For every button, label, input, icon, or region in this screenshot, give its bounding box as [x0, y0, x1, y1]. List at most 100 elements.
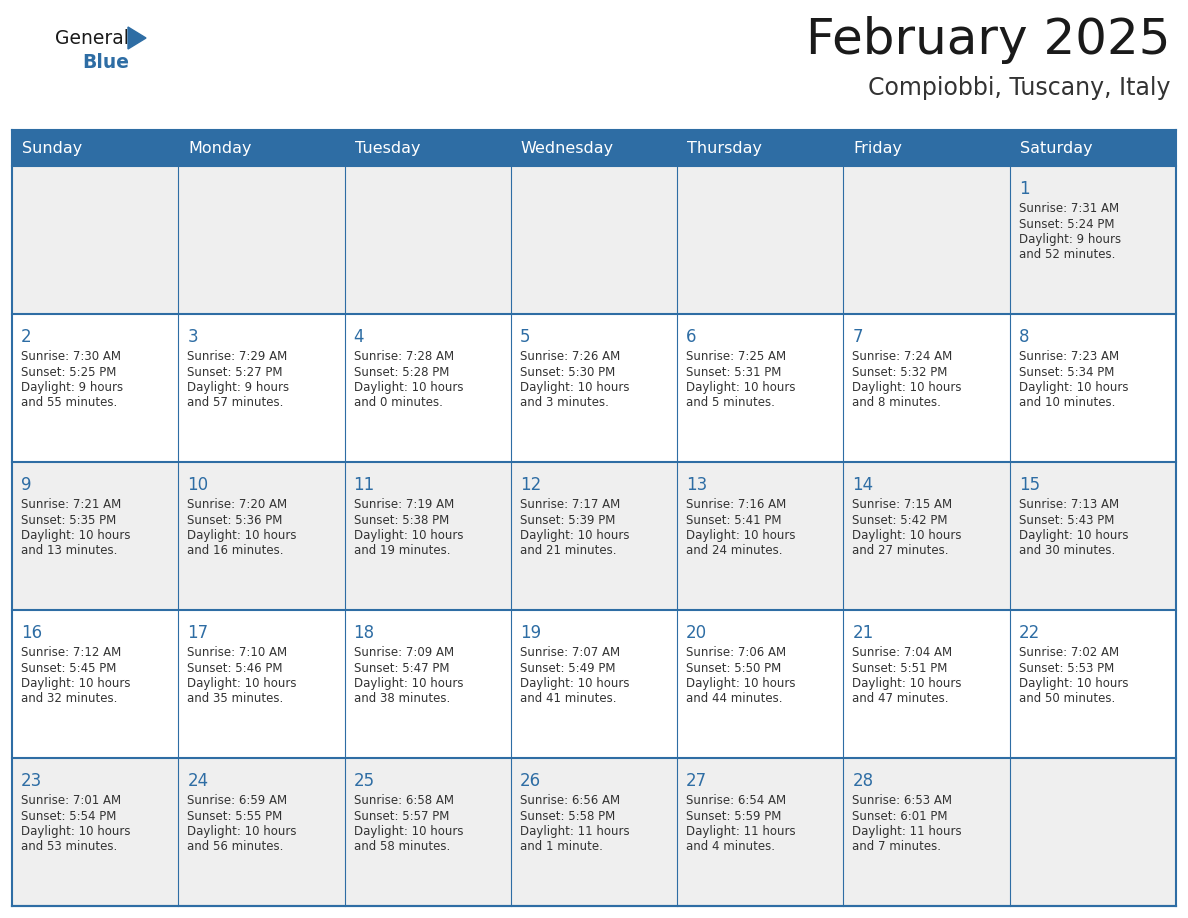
Text: and 56 minutes.: and 56 minutes. [188, 841, 284, 854]
Text: 1: 1 [1019, 180, 1029, 198]
Text: and 50 minutes.: and 50 minutes. [1019, 692, 1116, 706]
Text: and 55 minutes.: and 55 minutes. [21, 397, 118, 409]
Text: and 53 minutes.: and 53 minutes. [21, 841, 118, 854]
Text: Sunrise: 6:59 AM: Sunrise: 6:59 AM [188, 794, 287, 807]
Text: Daylight: 10 hours: Daylight: 10 hours [687, 529, 796, 542]
Text: Sunrise: 7:30 AM: Sunrise: 7:30 AM [21, 350, 121, 363]
Text: 4: 4 [354, 328, 364, 346]
Bar [12, 166, 1176, 314]
Text: Daylight: 10 hours: Daylight: 10 hours [1019, 529, 1129, 542]
Text: Daylight: 11 hours: Daylight: 11 hours [687, 825, 796, 838]
Text: and 44 minutes.: and 44 minutes. [687, 692, 783, 706]
Bar [12, 314, 1176, 462]
Text: 17: 17 [188, 624, 208, 642]
Bar [12, 610, 1176, 758]
Text: Sunset: 5:41 PM: Sunset: 5:41 PM [687, 513, 782, 527]
Text: Daylight: 10 hours: Daylight: 10 hours [1019, 381, 1129, 394]
Text: Daylight: 11 hours: Daylight: 11 hours [520, 825, 630, 838]
Text: 5: 5 [520, 328, 530, 346]
Text: Daylight: 10 hours: Daylight: 10 hours [1019, 677, 1129, 690]
Text: Wednesday: Wednesday [520, 140, 614, 155]
Text: Sunset: 5:53 PM: Sunset: 5:53 PM [1019, 662, 1114, 675]
Text: Sunrise: 7:15 AM: Sunrise: 7:15 AM [853, 498, 953, 511]
Text: Sunrise: 7:02 AM: Sunrise: 7:02 AM [1019, 646, 1119, 659]
Text: and 32 minutes.: and 32 minutes. [21, 692, 118, 706]
Text: and 58 minutes.: and 58 minutes. [354, 841, 450, 854]
Text: Daylight: 9 hours: Daylight: 9 hours [1019, 233, 1120, 246]
Text: and 57 minutes.: and 57 minutes. [188, 397, 284, 409]
Text: and 10 minutes.: and 10 minutes. [1019, 397, 1116, 409]
Text: Sunrise: 7:23 AM: Sunrise: 7:23 AM [1019, 350, 1119, 363]
Text: Sunset: 5:55 PM: Sunset: 5:55 PM [188, 810, 283, 823]
Text: Sunset: 5:34 PM: Sunset: 5:34 PM [1019, 365, 1114, 378]
Text: Sunrise: 7:06 AM: Sunrise: 7:06 AM [687, 646, 786, 659]
Text: Daylight: 10 hours: Daylight: 10 hours [188, 677, 297, 690]
Text: 6: 6 [687, 328, 696, 346]
Text: and 30 minutes.: and 30 minutes. [1019, 544, 1116, 557]
Text: Daylight: 10 hours: Daylight: 10 hours [21, 529, 131, 542]
Text: and 47 minutes.: and 47 minutes. [853, 692, 949, 706]
Text: Daylight: 10 hours: Daylight: 10 hours [188, 529, 297, 542]
Text: Sunset: 5:50 PM: Sunset: 5:50 PM [687, 662, 782, 675]
Text: and 19 minutes.: and 19 minutes. [354, 544, 450, 557]
Text: Sunrise: 7:21 AM: Sunrise: 7:21 AM [21, 498, 121, 511]
Text: 12: 12 [520, 476, 541, 494]
Text: Sunrise: 7:12 AM: Sunrise: 7:12 AM [21, 646, 121, 659]
Text: Daylight: 11 hours: Daylight: 11 hours [853, 825, 962, 838]
Text: 9: 9 [21, 476, 32, 494]
Text: Sunrise: 7:10 AM: Sunrise: 7:10 AM [188, 646, 287, 659]
Text: Sunrise: 7:25 AM: Sunrise: 7:25 AM [687, 350, 786, 363]
Text: Daylight: 10 hours: Daylight: 10 hours [354, 825, 463, 838]
Text: Sunrise: 7:13 AM: Sunrise: 7:13 AM [1019, 498, 1119, 511]
Text: 25: 25 [354, 772, 374, 790]
Text: Daylight: 10 hours: Daylight: 10 hours [21, 825, 131, 838]
Text: Daylight: 10 hours: Daylight: 10 hours [853, 529, 962, 542]
Text: 20: 20 [687, 624, 707, 642]
Text: Sunrise: 7:28 AM: Sunrise: 7:28 AM [354, 350, 454, 363]
Text: Sunset: 5:43 PM: Sunset: 5:43 PM [1019, 513, 1114, 527]
Text: and 52 minutes.: and 52 minutes. [1019, 249, 1116, 262]
Text: 23: 23 [21, 772, 43, 790]
Polygon shape [128, 27, 146, 49]
Text: and 24 minutes.: and 24 minutes. [687, 544, 783, 557]
Text: 2: 2 [21, 328, 32, 346]
Text: Daylight: 10 hours: Daylight: 10 hours [853, 677, 962, 690]
Text: Sunrise: 7:26 AM: Sunrise: 7:26 AM [520, 350, 620, 363]
Text: Daylight: 10 hours: Daylight: 10 hours [520, 529, 630, 542]
Text: 11: 11 [354, 476, 375, 494]
Text: and 8 minutes.: and 8 minutes. [853, 397, 941, 409]
Text: 27: 27 [687, 772, 707, 790]
Bar [12, 130, 1176, 166]
Text: Sunrise: 6:56 AM: Sunrise: 6:56 AM [520, 794, 620, 807]
Text: Sunset: 5:27 PM: Sunset: 5:27 PM [188, 365, 283, 378]
Text: Sunrise: 6:58 AM: Sunrise: 6:58 AM [354, 794, 454, 807]
Text: 19: 19 [520, 624, 541, 642]
Text: Daylight: 10 hours: Daylight: 10 hours [520, 381, 630, 394]
Text: Compiobbi, Tuscany, Italy: Compiobbi, Tuscany, Italy [867, 76, 1170, 100]
Text: Sunrise: 6:53 AM: Sunrise: 6:53 AM [853, 794, 953, 807]
Text: and 38 minutes.: and 38 minutes. [354, 692, 450, 706]
Text: Sunset: 5:39 PM: Sunset: 5:39 PM [520, 513, 615, 527]
Text: Sunset: 5:35 PM: Sunset: 5:35 PM [21, 513, 116, 527]
Text: 8: 8 [1019, 328, 1029, 346]
Text: February 2025: February 2025 [805, 16, 1170, 64]
Text: 7: 7 [853, 328, 862, 346]
Text: 21: 21 [853, 624, 873, 642]
Text: Sunset: 5:58 PM: Sunset: 5:58 PM [520, 810, 615, 823]
Text: Sunrise: 7:24 AM: Sunrise: 7:24 AM [853, 350, 953, 363]
Text: Daylight: 10 hours: Daylight: 10 hours [188, 825, 297, 838]
Text: Sunrise: 6:54 AM: Sunrise: 6:54 AM [687, 794, 786, 807]
Text: Daylight: 10 hours: Daylight: 10 hours [687, 677, 796, 690]
Text: 13: 13 [687, 476, 707, 494]
Text: Sunset: 5:24 PM: Sunset: 5:24 PM [1019, 218, 1114, 230]
Text: Sunday: Sunday [23, 140, 82, 155]
Text: Daylight: 10 hours: Daylight: 10 hours [354, 529, 463, 542]
Text: Sunrise: 7:17 AM: Sunrise: 7:17 AM [520, 498, 620, 511]
Text: and 1 minute.: and 1 minute. [520, 841, 602, 854]
Text: Blue: Blue [82, 52, 129, 72]
Text: Daylight: 10 hours: Daylight: 10 hours [354, 381, 463, 394]
Text: Sunset: 5:59 PM: Sunset: 5:59 PM [687, 810, 782, 823]
Text: Sunset: 6:01 PM: Sunset: 6:01 PM [853, 810, 948, 823]
Text: and 16 minutes.: and 16 minutes. [188, 544, 284, 557]
Text: and 0 minutes.: and 0 minutes. [354, 397, 442, 409]
